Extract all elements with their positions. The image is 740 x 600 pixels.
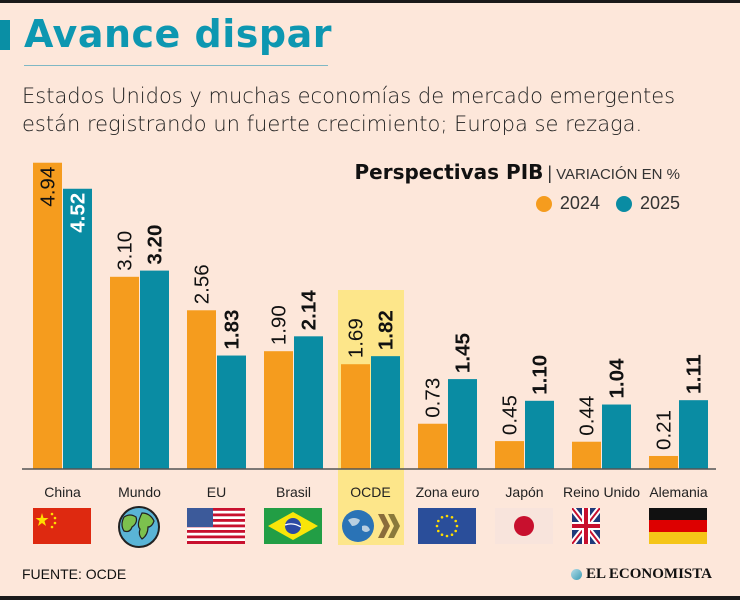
value-label-2025-japón: 1.10: [530, 355, 552, 395]
legend-dot-2025: [615, 195, 632, 212]
brand-icon: [571, 569, 582, 580]
value-label-2025-eu: 1.83: [222, 310, 244, 350]
globe-icon: [110, 505, 168, 549]
legend-dot-2024: [535, 195, 552, 212]
oecd-logo-icon: [340, 508, 402, 544]
value-label-2025-china: 4.52: [68, 193, 90, 233]
value-label-2024-eu: 2.56: [192, 264, 214, 304]
bar-2024-ocde: [341, 364, 370, 469]
frame-bottom-border: [0, 596, 740, 600]
legend-label-2025: 2025: [639, 193, 680, 213]
uk-flag-icon: [572, 508, 600, 544]
bar-2024-china: [33, 162, 62, 469]
bar-2025-ocde: [371, 356, 400, 469]
chart-title-separator: |: [547, 163, 553, 183]
subtitle-line-1: Estados Unidos y muchas economías de mer…: [22, 84, 676, 108]
title-divider: [24, 65, 328, 66]
category-label-alemania: Alemania: [649, 484, 708, 500]
value-label-2024-zona-euro: 0.73: [423, 378, 445, 418]
category-label-eu: EU: [207, 484, 226, 500]
value-label-2024-japón: 0.45: [500, 395, 522, 435]
value-label-2024-brasil: 1.90: [269, 305, 291, 345]
china-flag-icon: [33, 508, 91, 544]
bar-2025-reino-unido: [602, 404, 631, 469]
value-label-2025-ocde: 1.82: [376, 310, 398, 350]
chart-heading: Perspectivas PIB | VARIACIÓN EN %: [355, 160, 681, 184]
value-label-2024-ocde: 1.69: [346, 318, 368, 358]
value-label-2025-mundo: 3.20: [145, 225, 167, 265]
category-label-brasil: Brasil: [276, 484, 311, 500]
value-label-2024-mundo: 3.10: [115, 231, 137, 271]
frame-top-border: [0, 0, 740, 3]
usa-flag-icon: [187, 508, 245, 544]
chart-unit: VARIACIÓN EN %: [556, 166, 680, 183]
value-label-2025-reino-unido: 1.04: [607, 358, 629, 399]
bar-2024-alemania: [649, 455, 678, 469]
bar-2024-eu: [187, 310, 216, 469]
category-label-ocde: OCDE: [350, 484, 390, 500]
brand-logo: EL ECONOMISTA: [571, 566, 712, 583]
category-label-zona-euro: Zona euro: [416, 484, 480, 500]
legend-item-2025: 2025: [615, 193, 680, 214]
bar-2024-mundo: [110, 276, 139, 469]
category-label-reino-unido: Reino Unido: [563, 484, 640, 500]
value-label-2025-brasil: 2.14: [299, 289, 321, 330]
page-title: Avance dispar: [24, 12, 332, 56]
category-label-mundo: Mundo: [118, 484, 161, 500]
brand-name: EL ECONOMISTA: [586, 566, 712, 582]
value-label-2025-zona-euro: 1.45: [453, 333, 475, 373]
bar-2024-zona-euro: [418, 423, 447, 469]
bar-2024-japón: [495, 441, 524, 469]
bar-2025-japón: [525, 400, 554, 469]
category-label-china: China: [44, 484, 81, 500]
value-label-2024-china: 4.94: [38, 167, 60, 207]
legend-item-2024: 2024: [535, 193, 600, 214]
legend-label-2024: 2024: [559, 193, 600, 213]
chart-title: Perspectivas PIB: [354, 160, 544, 184]
category-label-japón: Japón: [505, 484, 543, 500]
value-label-2024-alemania: 0.21: [654, 410, 676, 450]
legend: 2024 2025: [526, 193, 680, 214]
bar-2025-eu: [217, 355, 246, 469]
bar-2025-zona-euro: [448, 379, 477, 469]
bar-2025-brasil: [294, 336, 323, 469]
bar-2025-mundo: [140, 270, 169, 469]
bar-2025-alemania: [679, 400, 708, 469]
value-label-2024-reino-unido: 0.44: [577, 396, 599, 436]
title-accent-mark: [0, 20, 10, 50]
germany-flag-icon: [649, 508, 707, 544]
bar-2025-china: [63, 188, 92, 469]
bar-2024-reino-unido: [572, 441, 601, 469]
brazil-flag-icon: [264, 508, 322, 544]
subtitle: Estados Unidos y muchas economías de mer…: [22, 82, 675, 138]
bar-2024-brasil: [264, 351, 293, 469]
subtitle-line-2: están registrando un fuerte crecimiento;…: [22, 112, 643, 136]
source-note: FUENTE: OCDE: [22, 566, 127, 582]
eu-flag-icon: [418, 508, 476, 544]
value-label-2025-alemania: 1.11: [684, 354, 706, 394]
japan-flag-icon: [495, 508, 553, 544]
